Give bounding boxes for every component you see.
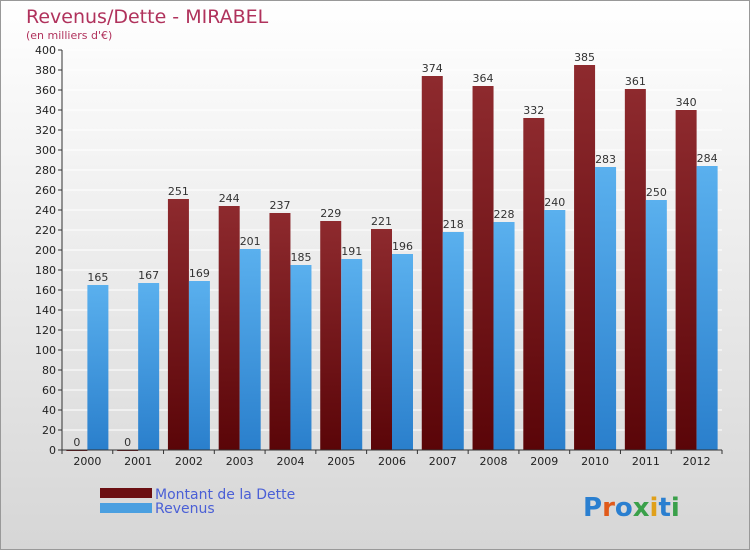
bar-debt (218, 206, 240, 450)
y-tick-label: 200 (35, 244, 56, 257)
bar-revenue (696, 166, 718, 450)
y-tick-label: 400 (35, 44, 56, 57)
legend-swatch-revenue (100, 503, 152, 513)
data-label-revenue: 240 (544, 196, 565, 209)
data-label-revenue: 196 (392, 240, 413, 253)
y-tick-label: 160 (35, 284, 56, 297)
data-label-debt: 251 (168, 185, 189, 198)
data-label-revenue: 284 (697, 152, 718, 165)
data-label-debt: 364 (473, 72, 494, 85)
y-tick-label: 260 (35, 184, 56, 197)
y-tick-label: 300 (35, 144, 56, 157)
data-label-revenue: 167 (138, 269, 159, 282)
bar-revenue (87, 285, 109, 450)
bar-revenue (138, 283, 160, 450)
x-tick-label: 2005 (327, 455, 355, 468)
data-label-debt: 0 (124, 436, 131, 449)
y-tick-label: 0 (49, 444, 56, 457)
y-tick-label: 380 (35, 64, 56, 77)
legend: Montant de la Dette Revenus (100, 487, 295, 517)
x-tick-label: 2006 (378, 455, 406, 468)
bar-revenue (341, 259, 363, 450)
bar-debt (320, 221, 342, 450)
y-tick-label: 220 (35, 224, 56, 237)
x-tick-label: 2009 (530, 455, 558, 468)
data-label-revenue: 228 (494, 208, 515, 221)
data-label-revenue: 165 (87, 271, 108, 284)
y-tick-label: 140 (35, 304, 56, 317)
y-tick-label: 20 (42, 424, 56, 437)
bar-revenue (595, 167, 617, 450)
y-tick-label: 180 (35, 264, 56, 277)
legend-label-debt: Montant de la Dette (155, 487, 295, 503)
x-tick-label: 2001 (124, 455, 152, 468)
data-label-debt: 221 (371, 215, 392, 228)
bar-revenue (645, 200, 667, 450)
x-tick-label: 2002 (175, 455, 203, 468)
y-axis: 0 20 40 60 80 100 120 140 160 180 200 220 240 260 280 3… (35, 44, 63, 457)
chart-subtitle: (en milliers d'€) (26, 29, 112, 42)
x-tick-label: 2003 (226, 455, 254, 468)
data-label-revenue: 218 (443, 218, 464, 231)
bar-debt (624, 89, 646, 450)
bar-revenue (493, 222, 515, 450)
bar-revenue (442, 232, 464, 450)
data-label-revenue: 185 (290, 251, 311, 264)
bar-revenue (392, 254, 413, 450)
x-tick-label: 2010 (581, 455, 609, 468)
data-label-revenue: 283 (595, 153, 616, 166)
bar-debt (371, 229, 392, 450)
data-label-debt: 361 (625, 75, 646, 88)
data-label-debt: 374 (422, 62, 443, 75)
y-tick-label: 340 (35, 104, 56, 117)
bar-revenue (290, 265, 312, 450)
data-label-revenue: 169 (189, 267, 210, 280)
data-label-debt: 229 (320, 207, 341, 220)
data-label-debt: 332 (523, 104, 544, 117)
y-tick-label: 80 (42, 364, 56, 377)
bar-revenue (544, 210, 566, 450)
svg-text:Proxiti: Proxiti (583, 493, 680, 523)
y-tick-label: 60 (42, 384, 56, 397)
bar-debt (269, 213, 291, 450)
bar-debt (523, 118, 545, 450)
bar-revenue (239, 249, 261, 450)
x-tick-label: 2004 (276, 455, 304, 468)
legend-label-revenue: Revenus (155, 501, 215, 517)
x-axis: 2000 2001 2002 2003 2004 2005 2006 2007 2008 2009… (61, 449, 723, 468)
y-tick-label: 280 (35, 164, 56, 177)
bar-debt (675, 110, 697, 450)
bar-debt (167, 199, 189, 450)
data-label-debt: 244 (219, 192, 240, 205)
y-tick-label: 360 (35, 84, 56, 97)
data-label-debt: 237 (269, 199, 290, 212)
data-label-revenue: 250 (646, 186, 667, 199)
proxiti-logo: Proxiti (583, 493, 680, 523)
y-tick-label: 120 (35, 324, 56, 337)
data-label-debt: 385 (574, 51, 595, 64)
y-tick-label: 240 (35, 204, 56, 217)
y-tick-label: 40 (42, 404, 56, 417)
data-label-debt: 0 (73, 436, 80, 449)
bar-debt (421, 76, 443, 450)
x-tick-label: 2007 (429, 455, 457, 468)
chart-title: Revenus/Dette - MIRABEL (26, 6, 269, 28)
x-tick-label: 2012 (683, 455, 711, 468)
y-tick-label: 320 (35, 124, 56, 137)
x-tick-label: 2011 (632, 455, 660, 468)
x-tick-label: 2000 (73, 455, 101, 468)
bar-debt (472, 86, 494, 450)
data-label-revenue: 191 (341, 245, 362, 258)
legend-swatch-debt (100, 488, 152, 498)
data-label-debt: 340 (676, 96, 697, 109)
bar-debt (574, 65, 596, 450)
y-tick-label: 100 (35, 344, 56, 357)
bar-revenue (188, 281, 210, 450)
data-label-revenue: 201 (240, 235, 261, 248)
x-tick-label: 2008 (480, 455, 508, 468)
